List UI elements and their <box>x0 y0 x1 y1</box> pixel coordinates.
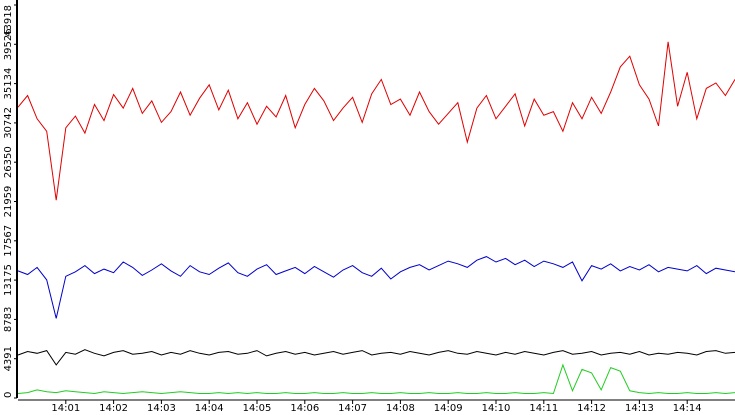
y-tick-label: 8783 <box>3 307 14 332</box>
x-tick-label: 14:12 <box>577 403 606 414</box>
x-tick-label: 14:09 <box>434 403 463 414</box>
y-tick-label: 4391 <box>3 346 14 371</box>
x-tick-label: 14:07 <box>338 403 367 414</box>
y-tick-label: 17567 <box>3 225 14 257</box>
y-tick-label: 13175 <box>3 264 14 296</box>
y-tick-label: 43918 <box>3 5 14 37</box>
y-tick-label: 21959 <box>3 186 14 218</box>
y-tick-label: 35134 <box>3 68 14 100</box>
y-tick-label: 26350 <box>3 146 14 178</box>
x-tick-label: 14:11 <box>529 403 558 414</box>
x-tick-label: 14:10 <box>482 403 511 414</box>
x-tick-label: 14:05 <box>243 403 272 414</box>
series-line <box>17 349 735 366</box>
y-tick-label: 30742 <box>3 107 14 139</box>
x-tick-label: 14:02 <box>99 403 128 414</box>
x-tick-label: 14:04 <box>195 403 224 414</box>
series-line <box>17 256 735 319</box>
x-tick-label: 14:01 <box>51 403 80 414</box>
x-tick-label: 14:13 <box>625 403 654 414</box>
series-line <box>17 41 735 201</box>
x-tick-label: 14:03 <box>147 403 176 414</box>
y-tick-label: 39526 <box>3 28 14 60</box>
x-tick-label: 14:08 <box>386 403 415 414</box>
x-tick-label: 14:06 <box>290 403 319 414</box>
y-tick-label: 0 <box>3 392 14 398</box>
series-line <box>17 363 735 395</box>
x-tick-label: 14:14 <box>673 403 702 414</box>
